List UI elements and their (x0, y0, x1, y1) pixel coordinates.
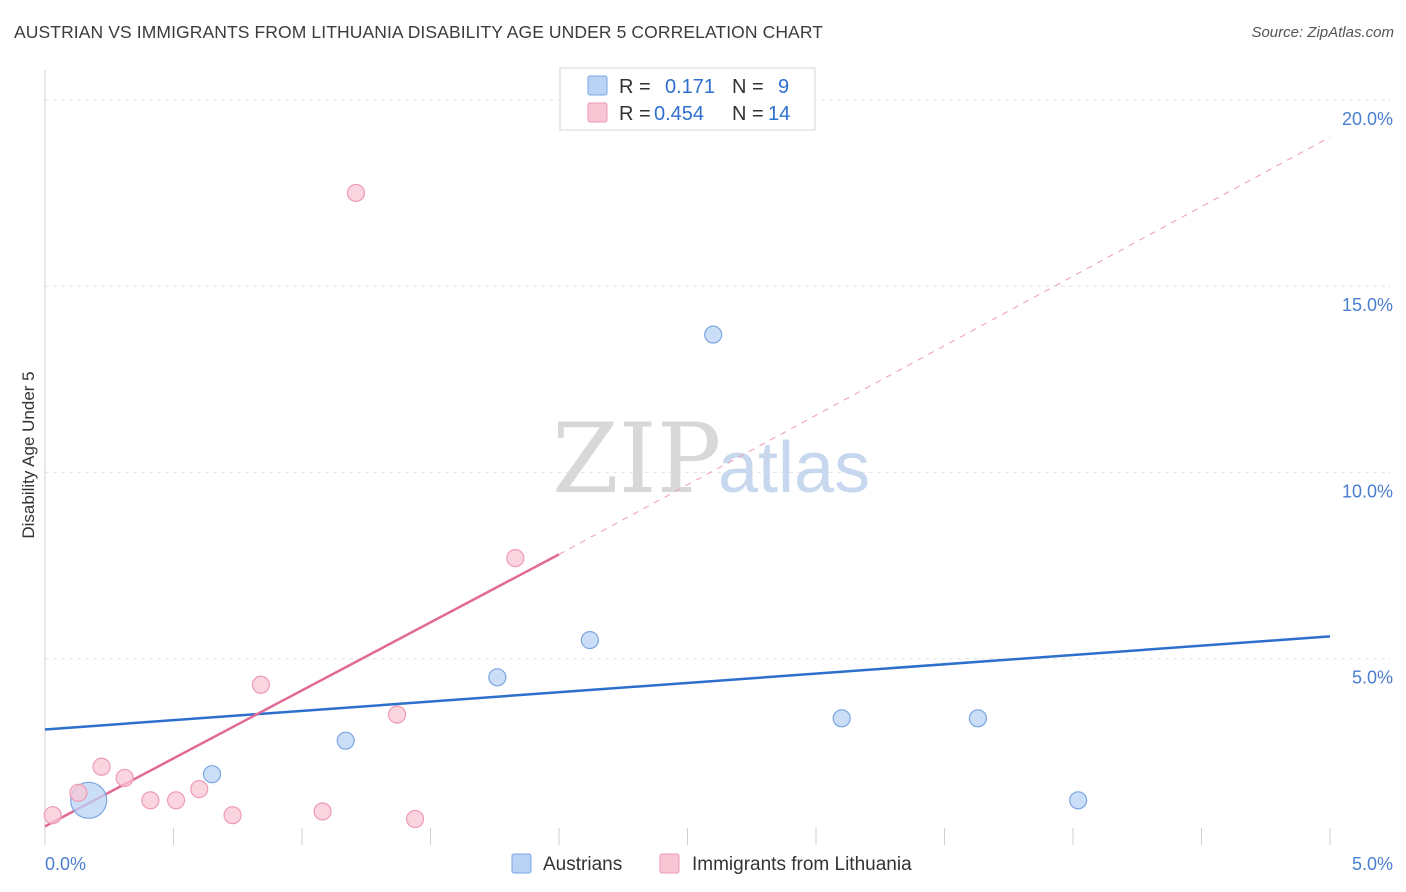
watermark-atlas: atlas (718, 428, 870, 508)
point-lithuania-5 (166, 791, 186, 810)
point-lithuania-2 (92, 757, 111, 776)
grid-lines (45, 99, 1390, 660)
y-axis-label: Disability Age Under 5 (19, 371, 38, 538)
chart-title: AUSTRIAN VS IMMIGRANTS FROM LITHUANIA DI… (14, 22, 824, 42)
axes: 5.0% 10.0% 15.0% 20.0% 0.0% 5.0% (44, 70, 1393, 874)
point-austrians-2 (336, 731, 355, 750)
legend-n-value-austrians: 9 (778, 76, 789, 98)
point-austrians-7 (968, 709, 988, 728)
bottom-legend-swatch-lithuania (659, 853, 680, 874)
legend-n-label-lithuania: N = (732, 103, 764, 125)
point-lithuania-12 (405, 809, 425, 829)
legend-r-value-lithuania: 0.454 (654, 103, 704, 125)
point-lithuania-13 (506, 549, 525, 568)
point-lithuania-9 (313, 802, 332, 821)
series-legend: Austrians Immigrants from Lithuania (511, 853, 912, 875)
point-austrians-4 (580, 630, 599, 650)
point-lithuania-11 (387, 705, 407, 724)
data-points (43, 183, 1088, 829)
legend-swatch-austrians (587, 75, 608, 96)
source-credit: Source: ZipAtlas.com (1251, 24, 1394, 41)
x-tick-label-0: 0.0% (45, 854, 86, 874)
trend-extension-lithuania (558, 136, 1331, 555)
point-lithuania-10 (346, 183, 366, 203)
legend-n-label-austrians: N = (732, 76, 764, 98)
legend-r-label-austrians: R = (619, 76, 651, 98)
watermark: ZIP atlas (552, 403, 870, 515)
legend-r-label-lithuania: R = (619, 103, 651, 125)
point-lithuania-8 (251, 675, 270, 694)
point-austrians-3 (488, 668, 507, 687)
point-austrians-5 (704, 325, 723, 344)
point-lithuania-4 (141, 791, 160, 810)
point-lithuania-7 (223, 806, 242, 825)
point-austrians-1 (202, 765, 222, 784)
bottom-legend-label-lithuania: Immigrants from Lithuania (692, 854, 912, 875)
y-tick-label-0: 5.0% (1352, 668, 1393, 688)
x-tick-label-1: 5.0% (1352, 854, 1393, 874)
point-lithuania-0 (43, 806, 62, 825)
trend-line-austrians (44, 635, 1331, 731)
y-tick-label-2: 15.0% (1342, 295, 1393, 315)
point-lithuania-6 (190, 780, 209, 799)
point-lithuania-1 (69, 783, 88, 802)
correlation-legend: R = 0.171 N = 9 R = 0.454 N = 14 (559, 67, 816, 131)
point-lithuania-3 (115, 768, 134, 788)
bottom-legend-swatch-austrians (511, 853, 532, 874)
bottom-legend-label-austrians: Austrians (543, 854, 622, 875)
watermark-zip: ZIP (552, 403, 721, 515)
legend-n-value-lithuania: 14 (768, 103, 790, 125)
y-tick-label-1: 10.0% (1342, 481, 1393, 501)
legend-swatch-lithuania (587, 102, 608, 123)
legend-r-value-austrians: 0.171 (665, 76, 715, 98)
point-austrians-8 (1069, 791, 1088, 810)
y-tick-label-3: 20.0% (1342, 109, 1393, 129)
point-austrians-6 (832, 709, 851, 728)
